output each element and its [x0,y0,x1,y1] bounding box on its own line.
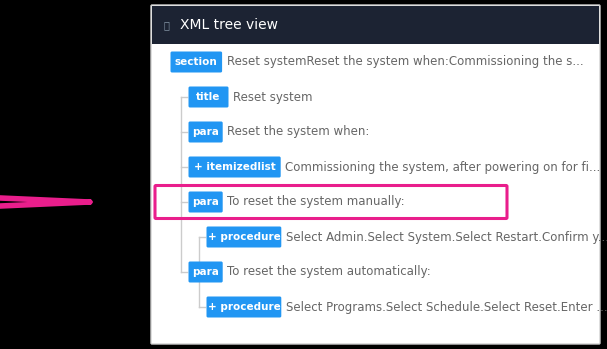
Text: + procedure: + procedure [208,302,280,312]
Text: para: para [192,267,219,277]
Text: + procedure: + procedure [208,232,280,242]
Text: ⬛: ⬛ [164,20,170,30]
Text: para: para [192,197,219,207]
FancyBboxPatch shape [189,156,280,178]
Text: para: para [192,127,219,137]
Text: title: title [196,92,221,102]
FancyBboxPatch shape [151,5,600,344]
Text: To reset the system automatically:: To reset the system automatically: [227,266,431,279]
FancyBboxPatch shape [189,121,223,142]
FancyBboxPatch shape [206,297,281,318]
FancyBboxPatch shape [206,227,281,247]
FancyBboxPatch shape [189,87,228,107]
Text: Reset the system when:: Reset the system when: [227,126,370,139]
Text: Reset systemReset the system when:Commissioning the s...: Reset systemReset the system when:Commis… [226,55,583,68]
Text: XML tree view: XML tree view [180,18,278,32]
FancyBboxPatch shape [189,192,223,213]
Bar [152,6,599,44]
Text: Select Admin.Select System.Select Restart.Confirm y...: Select Admin.Select System.Select Restar… [286,230,607,244]
Text: section: section [175,57,218,67]
FancyBboxPatch shape [189,261,223,282]
Text: Reset system: Reset system [233,90,313,104]
Text: To reset the system manually:: To reset the system manually: [227,195,405,208]
Text: Commissioning the system, after powering on for fi...: Commissioning the system, after powering… [285,161,600,173]
Text: + itemizedlist: + itemizedlist [194,162,276,172]
FancyBboxPatch shape [171,52,222,73]
Text: Select Programs.Select Schedule.Select Reset.Enter ...: Select Programs.Select Schedule.Select R… [286,300,607,313]
